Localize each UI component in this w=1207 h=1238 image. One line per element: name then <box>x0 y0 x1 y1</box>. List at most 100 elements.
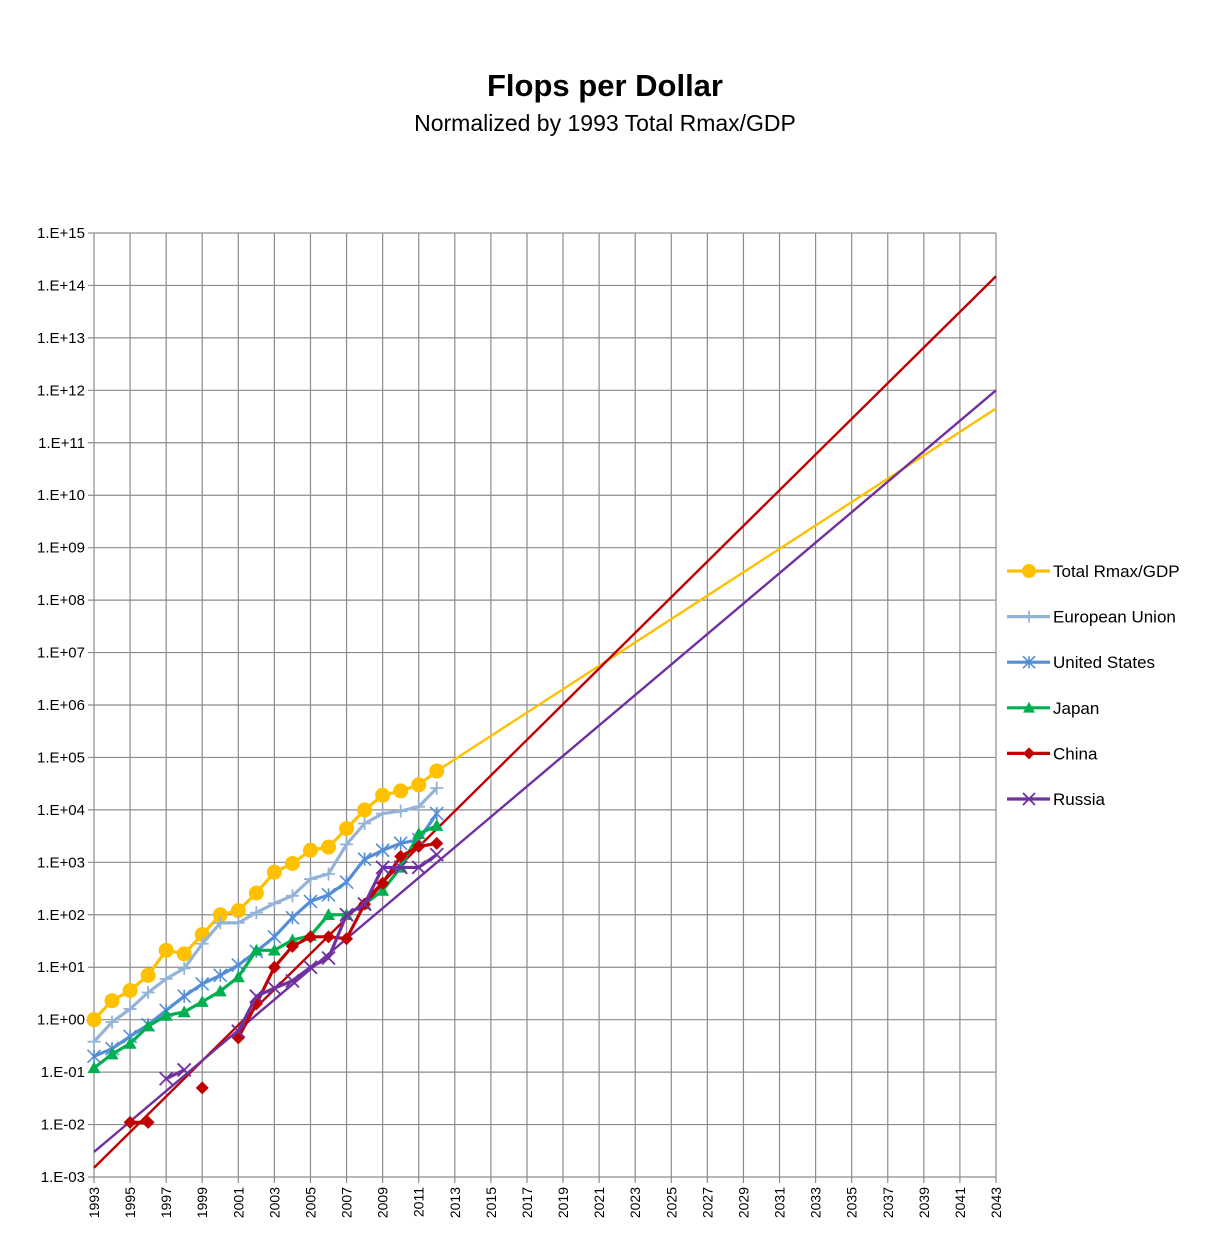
x-tick-label: 2009 <box>375 1187 391 1218</box>
data-point-cross <box>159 1071 174 1086</box>
series-united-states <box>86 806 444 1064</box>
data-point-triangle <box>105 1047 119 1060</box>
x-tick-label: 2039 <box>916 1187 932 1218</box>
data-point-plus <box>303 872 317 886</box>
data-point-asterisk <box>1022 655 1036 669</box>
data-point-asterisk <box>267 929 282 944</box>
legend-item: Russia <box>1007 790 1106 809</box>
data-point-circle <box>375 787 391 803</box>
x-tick-label: 2005 <box>302 1187 318 1218</box>
data-point-circle <box>284 856 300 872</box>
data-point-triangle <box>141 1019 155 1032</box>
y-tick-label: 1.E+05 <box>37 749 85 766</box>
data-point-diamond <box>322 930 336 944</box>
y-tick-label: 1.E+14 <box>37 277 85 294</box>
trend-line <box>436 407 997 773</box>
data-point-circle <box>86 1012 102 1028</box>
data-point-plus <box>213 916 227 930</box>
data-point-circle <box>302 842 318 858</box>
data-point-plus <box>105 1015 119 1029</box>
data-point-asterisk <box>303 894 318 909</box>
y-tick-label: 1.E+15 <box>37 225 85 242</box>
data-point-cross <box>321 950 336 966</box>
data-point-asterisk <box>321 887 336 902</box>
data-point-asterisk <box>86 1049 102 1064</box>
data-point-triangle <box>249 943 263 956</box>
trend-line <box>93 275 997 1169</box>
data-point-asterisk <box>357 852 372 867</box>
y-tick-label: 1.E+07 <box>37 645 85 662</box>
data-point-plus <box>322 867 336 881</box>
x-tick-label: 2025 <box>663 1187 679 1218</box>
x-tick-label: 2007 <box>339 1187 355 1218</box>
data-point-circle <box>429 763 445 779</box>
legend-item: European Union <box>1007 608 1176 627</box>
data-point-plus <box>1023 610 1035 623</box>
data-point-plus <box>249 906 263 920</box>
data-point-plus <box>430 781 444 795</box>
y-tick-label: 1.E+03 <box>37 854 85 871</box>
data-point-circle <box>140 967 156 983</box>
y-tick-label: 1.E+04 <box>37 802 85 819</box>
x-tick-label: 1993 <box>86 1187 102 1218</box>
data-point-diamond <box>123 1115 137 1129</box>
data-point-cross <box>267 980 282 996</box>
data-point-plus <box>231 916 245 930</box>
data-point-diamond <box>430 836 444 850</box>
data-point-triangle <box>412 827 426 839</box>
y-tick-label: 1.E+01 <box>37 959 85 976</box>
data-point-cross <box>339 907 354 922</box>
legend: Total Rmax/GDP European Union United State… <box>1007 562 1180 809</box>
x-tick-label: 2011 <box>411 1187 427 1217</box>
data-point-plus <box>267 896 281 910</box>
x-tick-label: 2017 <box>519 1187 535 1218</box>
y-tick-label: 1.E-01 <box>41 1064 85 1081</box>
data-point-plus <box>123 1002 137 1016</box>
data-point-plus <box>376 807 390 821</box>
series-russia <box>159 847 444 1086</box>
x-tick-label: 1999 <box>194 1187 210 1218</box>
data-series <box>86 763 445 1129</box>
data-point-triangle <box>430 819 444 831</box>
data-point-cross <box>393 860 408 875</box>
y-tick-label: 1.E+11 <box>38 435 85 452</box>
data-point-cross <box>177 1062 192 1078</box>
data-point-diamond <box>394 849 408 863</box>
trend-lines <box>93 275 997 1169</box>
data-point-triangle <box>1023 701 1035 713</box>
legend-label: Japan <box>1053 699 1099 718</box>
series-line <box>165 1068 185 1081</box>
data-point-triangle <box>159 1009 173 1021</box>
y-tick-label: 1.E-02 <box>41 1117 85 1134</box>
x-tick-label: 2021 <box>591 1187 607 1218</box>
data-point-triangle <box>285 933 299 946</box>
legend-item: China <box>1007 744 1098 763</box>
chart-subtitle: Normalized by 1993 Total Rmax/GDP <box>414 110 796 136</box>
data-point-triangle <box>177 1005 191 1018</box>
x-tick-label: 1995 <box>122 1187 138 1218</box>
data-point-circle <box>230 903 246 919</box>
data-point-diamond <box>303 930 317 944</box>
x-tick-label: 2019 <box>555 1187 571 1218</box>
data-point-diamond <box>412 840 426 854</box>
data-point-circle <box>176 946 192 962</box>
x-tick-label: 2001 <box>230 1187 246 1218</box>
x-tick-label: 1997 <box>158 1187 174 1218</box>
data-point-circle <box>1022 564 1036 578</box>
data-point-plus <box>358 817 372 831</box>
data-point-plus <box>394 804 408 818</box>
data-point-triangle <box>376 884 390 896</box>
data-point-triangle <box>213 984 227 997</box>
data-point-diamond <box>195 1081 209 1095</box>
x-tick-label: 2023 <box>627 1187 643 1218</box>
data-point-plus <box>177 961 191 975</box>
legend-label: Total Rmax/GDP <box>1053 562 1180 581</box>
series-line <box>92 787 438 1043</box>
y-tick-label: 1.E+10 <box>37 487 85 504</box>
data-point-asterisk <box>429 806 444 821</box>
legend-item: Japan <box>1007 699 1099 718</box>
data-point-circle <box>158 942 174 958</box>
x-tick-label: 2043 <box>988 1187 1004 1218</box>
chart-title: Flops per Dollar <box>487 68 723 103</box>
